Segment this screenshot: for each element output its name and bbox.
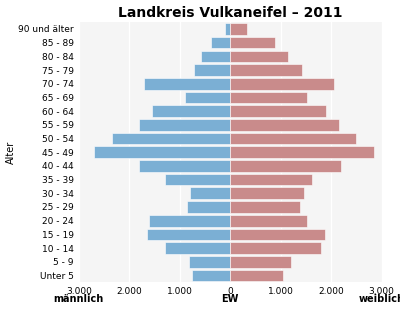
Bar bbox=[230, 256, 291, 268]
Bar bbox=[230, 242, 321, 254]
Bar bbox=[230, 50, 288, 62]
Title: Landkreis Vulkaneifel – 2011: Landkreis Vulkaneifel – 2011 bbox=[118, 5, 342, 20]
Text: weiblich: weiblich bbox=[358, 294, 400, 304]
Bar bbox=[112, 133, 230, 144]
Bar bbox=[230, 270, 283, 281]
Bar bbox=[230, 105, 326, 117]
Bar bbox=[189, 256, 230, 268]
Text: EW: EW bbox=[222, 294, 239, 304]
Bar bbox=[152, 105, 230, 117]
Bar bbox=[144, 78, 230, 90]
Bar bbox=[94, 146, 230, 158]
Bar bbox=[230, 187, 304, 199]
Bar bbox=[230, 160, 341, 172]
Bar bbox=[230, 64, 302, 76]
Text: männlich: männlich bbox=[54, 294, 104, 304]
Bar bbox=[230, 201, 300, 213]
Bar bbox=[230, 133, 356, 144]
Bar bbox=[230, 174, 312, 186]
Bar bbox=[139, 160, 230, 172]
Bar bbox=[230, 23, 247, 35]
Bar bbox=[139, 119, 230, 131]
Bar bbox=[192, 270, 230, 281]
Bar bbox=[230, 146, 374, 158]
Bar bbox=[230, 78, 334, 90]
Bar bbox=[190, 187, 230, 199]
Bar bbox=[211, 37, 230, 48]
Bar bbox=[185, 91, 230, 103]
Bar bbox=[230, 215, 307, 227]
Bar bbox=[230, 37, 274, 48]
Bar bbox=[150, 215, 230, 227]
Y-axis label: Alter: Alter bbox=[6, 141, 16, 164]
Bar bbox=[201, 50, 230, 62]
Bar bbox=[230, 119, 339, 131]
Bar bbox=[147, 229, 230, 240]
Bar bbox=[230, 229, 324, 240]
Bar bbox=[187, 201, 230, 213]
Bar bbox=[194, 64, 230, 76]
Bar bbox=[164, 242, 230, 254]
Bar bbox=[230, 91, 307, 103]
Bar bbox=[164, 174, 230, 186]
Bar bbox=[225, 23, 230, 35]
